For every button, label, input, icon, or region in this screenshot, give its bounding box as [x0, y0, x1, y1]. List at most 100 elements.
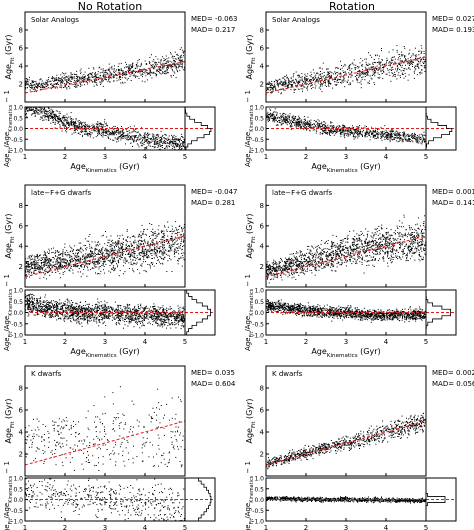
data-point: [75, 264, 77, 266]
data-point: [390, 69, 392, 71]
data-point: [130, 64, 132, 66]
data-point: [298, 122, 300, 124]
data-point: [85, 238, 86, 240]
data-point: [87, 73, 89, 75]
data-point: [144, 72, 146, 74]
data-point: [288, 123, 290, 125]
data-point: [349, 64, 350, 66]
data-point: [114, 258, 116, 259]
data-point: [147, 139, 149, 141]
data-point: [102, 85, 104, 87]
data-point: [74, 125, 76, 127]
data-point: [308, 124, 310, 125]
data-point: [59, 120, 61, 122]
data-point: [396, 45, 398, 47]
data-point: [142, 248, 144, 250]
data-point: [395, 63, 397, 65]
data-point: [288, 118, 290, 120]
data-point: [321, 78, 323, 80]
data-point: [111, 262, 113, 264]
data-point: [284, 83, 286, 85]
data-point: [175, 144, 177, 146]
data-point: [101, 250, 103, 252]
data-point: [166, 147, 168, 149]
data-point: [63, 265, 65, 267]
data-point: [368, 129, 370, 130]
data-point: [27, 81, 29, 83]
data-point: [169, 142, 171, 144]
data-point: [325, 124, 327, 126]
data-point: [96, 130, 98, 132]
data-point: [47, 87, 49, 89]
data-point: [160, 145, 162, 147]
data-point: [66, 250, 68, 252]
data-point: [146, 72, 148, 74]
data-point: [100, 125, 102, 127]
data-point: [69, 262, 71, 264]
data-point: [173, 71, 175, 73]
data-point: [290, 77, 292, 79]
data-point: [47, 119, 49, 121]
data-point: [133, 75, 135, 77]
data-point: [143, 138, 145, 140]
data-point: [54, 115, 56, 117]
data-point: [57, 116, 59, 118]
data-point: [66, 88, 68, 90]
data-point: [183, 66, 185, 68]
data-point: [52, 257, 54, 258]
data-point: [151, 139, 153, 141]
data-point: [103, 266, 105, 267]
data-point: [382, 68, 384, 70]
data-point: [327, 73, 329, 75]
data-point: [42, 119, 44, 121]
data-point: [339, 130, 341, 131]
data-point: [141, 72, 143, 74]
data-point: [347, 127, 349, 128]
data-point: [34, 267, 36, 269]
data-point: [360, 80, 362, 82]
data-point: [138, 252, 140, 254]
data-point: [108, 68, 110, 70]
data-point: [408, 137, 410, 139]
data-point: [328, 84, 329, 86]
data-point: [296, 122, 298, 123]
data-point: [389, 130, 391, 132]
data-point: [328, 132, 330, 134]
data-point: [390, 135, 392, 137]
data-point: [180, 237, 182, 239]
data-point: [349, 83, 351, 85]
data-point: [149, 143, 151, 145]
data-point: [115, 252, 116, 254]
data-point: [145, 75, 147, 77]
data-point: [385, 73, 387, 75]
data-point: [276, 83, 278, 85]
data-point: [307, 84, 309, 86]
data-point: [143, 257, 145, 259]
data-point: [278, 83, 280, 85]
data-point: [345, 133, 347, 135]
data-point: [146, 256, 148, 258]
data-point: [64, 258, 66, 260]
data-point: [149, 70, 151, 72]
data-point: [102, 75, 104, 77]
data-point: [68, 75, 70, 77]
data-point: [296, 121, 298, 123]
data-point: [179, 59, 181, 61]
data-point: [140, 231, 142, 233]
data-point: [341, 133, 343, 135]
data-point: [99, 72, 101, 74]
data-point: [137, 75, 139, 77]
data-point: [99, 132, 101, 134]
data-point: [46, 258, 48, 260]
data-point: [107, 130, 109, 132]
data-point: [414, 72, 415, 74]
data-point: [122, 82, 124, 84]
data-point: [102, 78, 104, 80]
data-point: [343, 76, 345, 78]
data-point: [78, 125, 80, 127]
data-point: [322, 83, 324, 84]
data-point: [83, 81, 85, 83]
data-point: [94, 80, 96, 82]
data-point: [303, 121, 305, 123]
data-point: [102, 124, 104, 126]
